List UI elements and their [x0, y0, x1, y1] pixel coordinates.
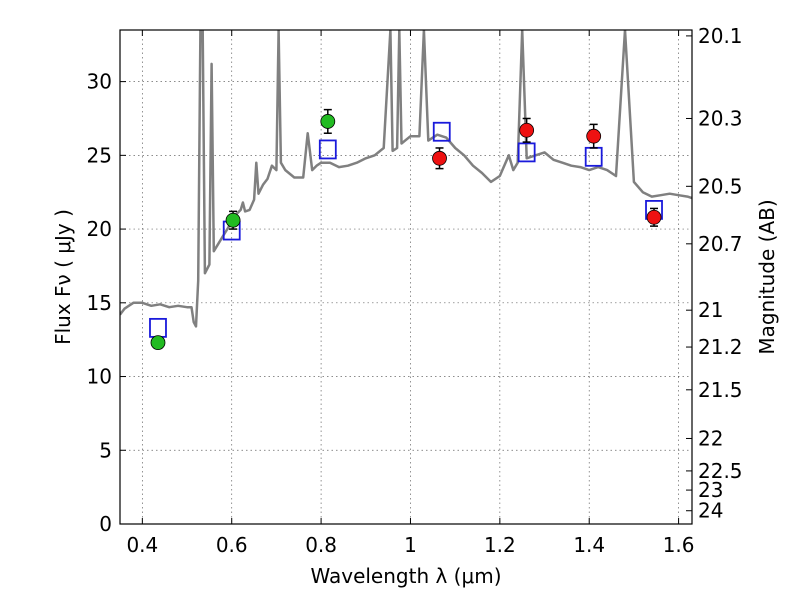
y-tick-label: 20: [87, 217, 112, 241]
photometry-point: [320, 114, 336, 129]
photometry-point: [225, 212, 241, 228]
right-y-axis-label: Magnitude (AB): [755, 199, 779, 354]
x-tick-label: 1.2: [484, 533, 516, 557]
plot-frame: [119, 29, 693, 525]
mag-tick-label: 21: [698, 298, 723, 322]
x-tick-label: 0.6: [216, 533, 248, 557]
mag-tick-label: 20.7: [698, 232, 743, 256]
x-tick-label: 1.6: [663, 533, 695, 557]
photometry-point: [432, 150, 447, 166]
y-tick-label: 30: [87, 70, 112, 94]
y-tick-label: 0: [99, 512, 112, 536]
mag-tick-label: 22: [698, 426, 723, 450]
y-tick-label: 10: [87, 365, 112, 389]
mag-tick-label: 21.2: [698, 335, 743, 359]
model-square-marker: [517, 142, 536, 163]
mag-tick-label: 20.5: [698, 174, 743, 198]
photometry-point: [646, 209, 662, 225]
mag-tick-label: 23: [698, 478, 723, 502]
mag-tick-label: 24: [698, 499, 723, 523]
photometry-point: [150, 335, 166, 351]
y-tick-label: 15: [87, 291, 112, 315]
model-square-marker: [318, 139, 337, 160]
y-tick-label: 5: [99, 438, 112, 462]
spectrum-line: [120, 30, 692, 328]
mag-tick-label: 21.5: [698, 378, 743, 402]
x-tick-label: 0.8: [305, 533, 337, 557]
axis-ticks: 0.4 0.6 0.8 1 1.2 1.4 1.6 0 5 10 15 20 25 30 20.1 20.3 2…: [87, 24, 743, 557]
plot-area: [120, 30, 692, 524]
model-square-marker: [432, 121, 451, 142]
plot-content: [120, 30, 692, 351]
x-tick-label: 1.4: [573, 533, 605, 557]
y-tick-label: 25: [87, 143, 112, 167]
x-axis-label: Wavelength λ (μm): [310, 564, 501, 588]
photometry-point: [586, 128, 602, 144]
y-axis-label: Flux Fν ( μJy ): [51, 209, 75, 345]
x-tick-label: 1: [404, 533, 417, 557]
mag-tick-label: 20.3: [698, 106, 743, 130]
mag-tick-label: 20.1: [698, 24, 743, 48]
mag-tick-label: 22.5: [698, 459, 743, 483]
x-tick-label: 0.4: [126, 533, 158, 557]
photometry-point: [519, 122, 535, 138]
